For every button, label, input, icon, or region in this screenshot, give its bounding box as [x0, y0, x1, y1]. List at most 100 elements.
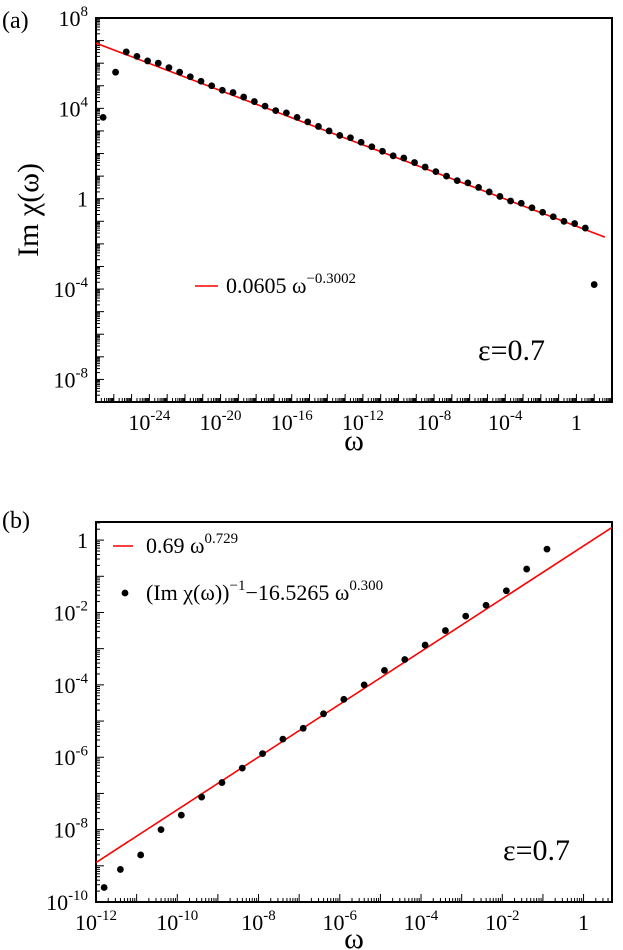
- x-tick-label: 10-12: [342, 408, 384, 435]
- data-point: [462, 612, 470, 620]
- panel-b: (b)10-12 10-10 10-8 10-6 10-4 10-2 1110-210-41…: [2, 508, 613, 950]
- data-point: [165, 64, 173, 72]
- plot-frame: [95, 521, 613, 903]
- data-point: [336, 132, 344, 139]
- data-point: [379, 147, 386, 155]
- y-tick-label: 10-4: [54, 671, 89, 698]
- data-point: [208, 82, 216, 90]
- data-point: [549, 213, 557, 221]
- y-tick-label: 10-2: [54, 599, 88, 626]
- epsilon-annotation: ε=0.7: [503, 834, 570, 867]
- x-tick-label: 10-8: [241, 908, 275, 935]
- data-point: [381, 666, 388, 674]
- data-point: [502, 587, 510, 595]
- data-point: [116, 866, 124, 873]
- data-point: [157, 826, 165, 834]
- data-point: [357, 138, 365, 146]
- y-axis-label: Im χ(ω): [12, 163, 45, 257]
- x-tick-label: 10-20: [200, 408, 242, 435]
- data-point: [432, 168, 440, 176]
- x-axis-label: ω: [344, 424, 364, 457]
- data-point: [259, 750, 266, 758]
- data-point: [218, 779, 226, 786]
- data-point: [304, 118, 312, 126]
- y-tick-label: 10-6: [54, 743, 89, 770]
- data-point: [122, 48, 130, 56]
- data-point: [571, 220, 579, 227]
- data-point: [411, 159, 418, 166]
- x-tick-label: 10-16: [271, 408, 313, 435]
- legend-entry-fit: 0.69 ω0.729: [146, 531, 238, 558]
- data-point: [401, 656, 409, 663]
- data-point: [347, 134, 354, 142]
- data-point: [400, 154, 408, 162]
- x-tick-label: 10-10: [156, 908, 198, 935]
- data-point: [176, 68, 184, 76]
- data-point: [100, 884, 108, 891]
- data-point: [528, 204, 536, 212]
- data-point: [272, 107, 280, 115]
- data-point: [560, 217, 568, 225]
- epsilon-annotation: ε=0.7: [478, 334, 545, 367]
- legend-entry-fit: 0.0605 ω−0.3002: [226, 271, 356, 298]
- data-point: [517, 199, 525, 207]
- x-tick-label: 10-8: [417, 408, 451, 435]
- data-point: [507, 197, 514, 205]
- data-point: [320, 710, 327, 718]
- data-point: [112, 68, 119, 76]
- data-point: [186, 73, 194, 81]
- data-point: [154, 59, 162, 67]
- panel-label: (a): [2, 8, 29, 34]
- x-tick-label: 1: [578, 910, 589, 935]
- data-point: [340, 695, 348, 703]
- legend: 0.0605 ω−0.3002: [195, 271, 356, 298]
- data-point: [282, 109, 290, 117]
- y-tick-label: 10-10: [46, 888, 88, 915]
- x-tick-label: 10-4: [488, 408, 523, 435]
- x-tick-label: 1: [571, 410, 582, 435]
- y-tick-label: 1: [77, 187, 88, 212]
- y-tick-label: 108: [59, 4, 88, 31]
- data-point: [475, 184, 482, 191]
- data-point: [464, 179, 472, 187]
- x-tick-label: 10-6: [323, 908, 358, 935]
- data-point: [261, 102, 269, 110]
- legend-entry-points: (Im χ(ω))−1−16.5265 ω0.300: [146, 578, 383, 605]
- data-point: [325, 127, 333, 135]
- plot-area: [96, 42, 606, 288]
- data-point: [279, 735, 287, 743]
- panel-label: (b): [2, 508, 30, 534]
- data-point: [293, 113, 301, 121]
- legend-point-swatch: [121, 589, 129, 597]
- data-point: [389, 152, 397, 160]
- data-point: [496, 193, 504, 200]
- y-tick-label: 104: [59, 94, 89, 121]
- x-tick-label: 10-24: [128, 408, 170, 435]
- y-tick-label: 10-8: [54, 816, 88, 843]
- legend: 0.69 ω0.729 (Im χ(ω))−1−16.5265 ω0.300: [113, 531, 383, 605]
- panel-a: (a) 10-24 10-20 10-16 10-12 10-8 10-4 1 108 104 1 1…: [2, 4, 613, 457]
- data-point: [421, 641, 429, 649]
- y-tick-label: 10-4: [54, 275, 89, 302]
- data-point: [299, 724, 307, 732]
- data-point: [482, 601, 490, 609]
- data-point: [453, 177, 461, 185]
- data-point: [581, 224, 589, 232]
- data-point: [442, 627, 449, 634]
- data-point: [539, 208, 547, 216]
- data-point: [218, 86, 226, 94]
- data-point: [250, 98, 258, 105]
- data-point: [523, 565, 531, 573]
- data-point: [137, 851, 145, 859]
- data-point: [443, 172, 450, 180]
- x-tick-label: 10-12: [75, 908, 117, 935]
- data-point: [360, 681, 368, 689]
- y-tick-label: 10-8: [54, 366, 88, 393]
- data-point: [133, 53, 141, 60]
- data-point: [197, 77, 205, 85]
- y-tick-label: 1: [77, 528, 88, 553]
- data-point: [198, 793, 206, 801]
- data-point: [144, 57, 152, 65]
- data-point: [238, 764, 246, 772]
